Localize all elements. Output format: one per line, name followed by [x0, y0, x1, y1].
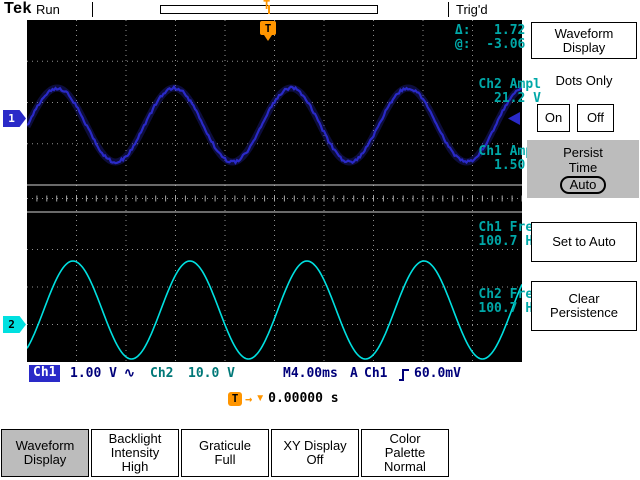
- trigger-mode: A: [350, 366, 358, 381]
- trigger-source: Ch1: [364, 366, 388, 381]
- trigger-level: 60.0mV: [414, 366, 461, 381]
- triangle-down-icon: ▼: [255, 393, 266, 404]
- measurement-label: Ch1 Freq: [478, 220, 541, 235]
- bottom-menu-xy-display[interactable]: XY Display Off: [271, 429, 359, 477]
- persist-line1: Persist: [563, 144, 603, 160]
- trigger-time-readout: T → ▼ 0.00000 s: [228, 391, 339, 406]
- side-menu-title: Waveform Display: [531, 22, 637, 59]
- trigger-time-value: 0.00000 s: [268, 391, 339, 406]
- timebase: M4.00ms: [283, 366, 338, 381]
- ch2-trace: [26, 260, 523, 360]
- measurement-value: 21.2 V: [494, 91, 541, 106]
- ch1-right-edge-arrow-icon: [508, 112, 520, 125]
- graticule-svg: T: [23, 20, 524, 362]
- ch1-scale-chip: Ch1: [29, 365, 61, 382]
- cursor-delta: Δ: 1.72 V: [454, 23, 541, 38]
- acquisition-status: Run: [36, 2, 60, 17]
- trigger-status: Trig'd: [456, 2, 488, 17]
- measurement-label: Ch1 Ampl: [478, 144, 541, 159]
- cursor-at: @: -3.06 V: [454, 37, 541, 52]
- ch1-scale: 1.00 V: [70, 366, 117, 381]
- ch1-coupling-icon: ∿: [124, 366, 135, 381]
- tek-logo: Tek: [4, 0, 32, 17]
- bottom-menu-color-palette[interactable]: Color Palette Normal: [361, 429, 449, 477]
- waveform-display-area: T Δ: 1.72 V @: -3.06 V Ch2 Ampl 21.2 V C…: [23, 20, 541, 362]
- ch2-label: Ch2: [150, 366, 174, 381]
- measurement-value: 1.50 V: [494, 158, 541, 173]
- ch1-trace: [26, 84, 523, 165]
- cursor-readout: Δ: 1.72 V @: -3.06 V: [405, 24, 541, 52]
- clear-persistence-button[interactable]: Clear Persistence: [531, 281, 637, 331]
- measurement-value: 100.7 Hz: [478, 301, 541, 316]
- set-to-auto-button[interactable]: Set to Auto: [531, 222, 637, 262]
- dots-on-button[interactable]: On: [537, 104, 570, 132]
- rising-edge-icon: [399, 369, 409, 381]
- measurement-ch1-ampl: Ch1 Ampl 1.50 V: [405, 145, 541, 173]
- header-divider-2: [448, 2, 449, 17]
- ch2-scale: 10.0 V: [188, 366, 235, 381]
- dots-off-button[interactable]: Off: [577, 104, 614, 132]
- measurement-value: 100.7 Hz: [478, 234, 541, 249]
- measurement-ch1-freq: Ch1 Freq 100.7 Hz: [405, 221, 541, 249]
- measurement-ch2-freq: Ch2 Freq 100.7 Hz: [405, 288, 541, 316]
- arrow-right-icon: →: [245, 391, 253, 406]
- measurement-label: Ch2 Ampl: [478, 77, 541, 92]
- trigger-flag-t: T: [265, 22, 272, 35]
- bottom-menu-graticule[interactable]: Graticule Full: [181, 429, 269, 477]
- persist-value-pill: Auto: [559, 175, 607, 194]
- persist-time-button[interactable]: Persist Time Auto: [527, 140, 639, 198]
- persist-line2: Time: [568, 159, 598, 175]
- dots-only-label: Dots Only: [555, 73, 613, 88]
- bottom-menu-waveform-display[interactable]: Waveform Display: [1, 429, 89, 477]
- ch2-position-marker: 2: [3, 316, 26, 333]
- ch1-position-marker: 1: [3, 110, 26, 127]
- trigger-t-icon: T: [228, 391, 242, 406]
- measurement-label: Ch2 Freq: [478, 287, 541, 302]
- bottom-menu-backlight-intensity[interactable]: Backlight Intensity High: [91, 429, 179, 477]
- header-divider: [92, 2, 93, 17]
- trigger-position-flag: T: [260, 21, 276, 41]
- record-trigger-position-marker: [268, 5, 270, 14]
- record-trigger-t-icon: T: [263, 0, 271, 12]
- measurement-ch2-ampl: Ch2 Ampl 21.2 V: [405, 78, 541, 106]
